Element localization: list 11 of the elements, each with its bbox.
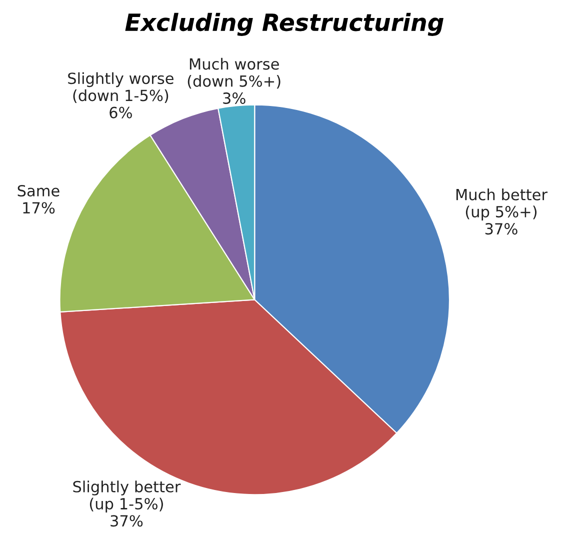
- slice-label: Much worse (down 5%+): [188, 58, 280, 89]
- data-label: 37%: [110, 515, 143, 527]
- data-label: 37%: [485, 223, 518, 235]
- slice-label: Same: [18, 184, 60, 197]
- data-label: 3%: [223, 92, 246, 104]
- slice-label: Much better (up 5%+): [456, 188, 548, 220]
- slice-label: Slightly worse (down 1-5%): [68, 72, 174, 104]
- data-label: 6%: [110, 106, 132, 118]
- chart-title: Excluding Restructuring: [125, 12, 444, 36]
- slice-label: Slightly better (up 1-5%): [73, 480, 181, 512]
- data-label: 17%: [23, 202, 55, 214]
